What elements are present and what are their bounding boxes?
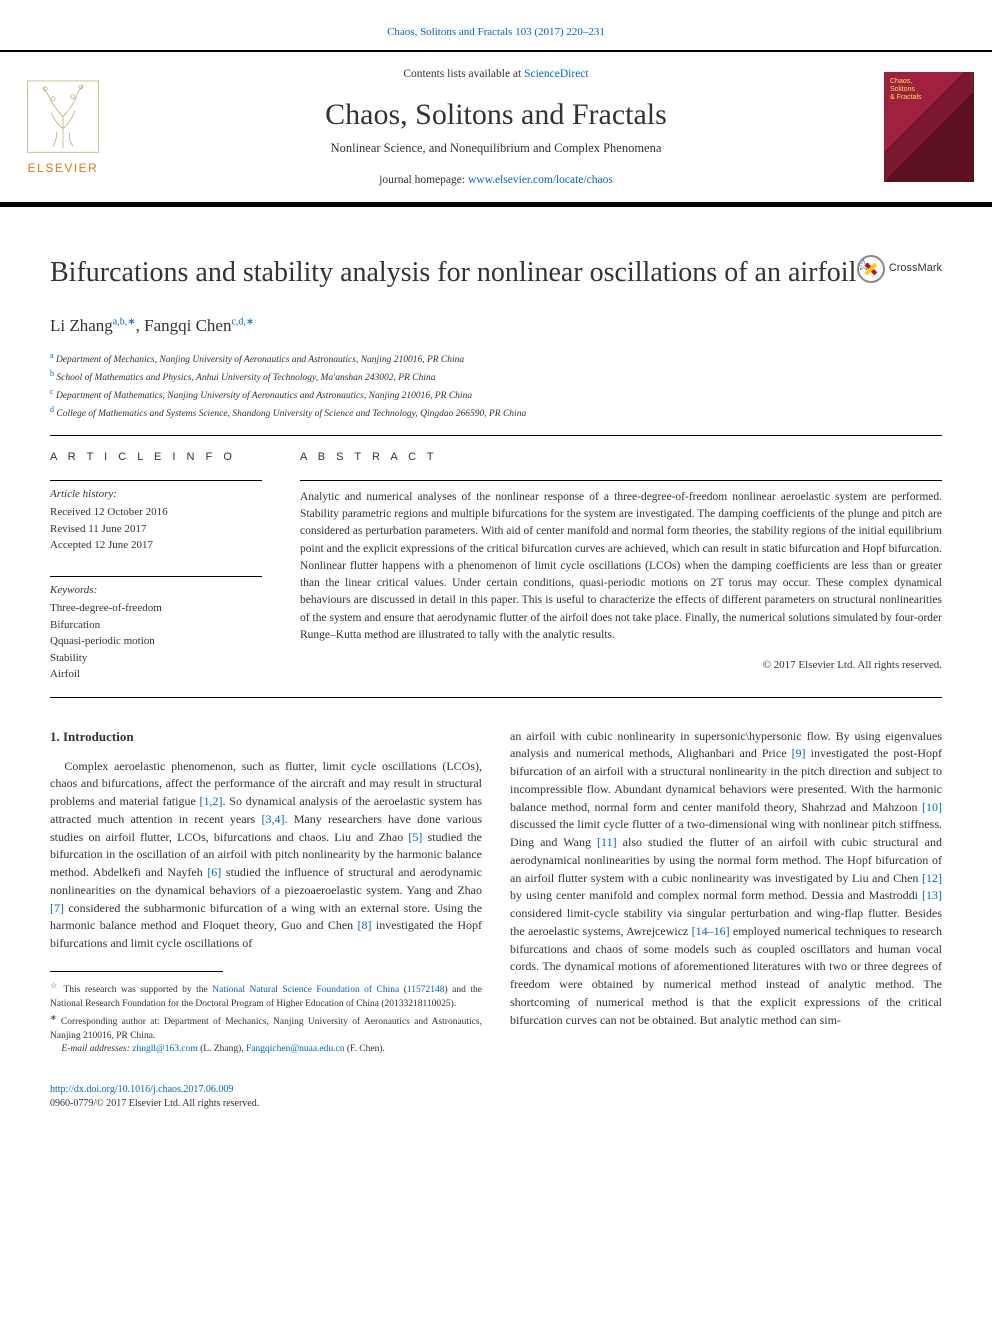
authors: Li Zhanga,b,∗, Fangqi Chenc,d,∗ [0,300,992,346]
affiliation-d: d College of Mathematics and Systems Sci… [50,404,942,422]
keyword: Three-degree-of-freedom [50,600,262,617]
contents-line: Contents lists available at ScienceDirec… [120,66,872,82]
article-title: Bifurcations and stability analysis for … [50,255,942,290]
email-1-suffix: (L. Zhang), [198,1044,246,1054]
elsevier-tree-icon [23,77,103,156]
keyword: Stability [50,650,262,667]
crossmark-badge[interactable]: CrossMark [857,255,942,283]
body-column-left: 1. Introduction Complex aeroelastic phen… [50,728,482,1058]
journal-cover-thumbnail: Chaos,Solitons& Fractals [884,72,974,182]
funding-symbol: ☆ [50,981,59,990]
keyword: Qquasi-periodic motion [50,633,262,650]
info-abstract-row: A R T I C L E I N F O Article history: R… [0,436,992,696]
author-2-affil[interactable]: c,d,∗ [231,316,254,327]
banner-center: Contents lists available at ScienceDirec… [108,66,884,188]
footnote-funding: ☆ This research was supported by the Nat… [50,980,482,1012]
abstract-body: Analytic and numerical analyses of the n… [300,480,942,644]
author-2: Fangqi Chen [144,316,231,335]
funding-agency-link[interactable]: National Natural Science Foundation of C… [212,985,399,995]
funding-text-2: ( [399,985,407,995]
keywords-label: Keywords: [50,576,262,598]
homepage-line: journal homepage: www.elsevier.com/locat… [120,172,872,188]
sciencedirect-link[interactable]: ScienceDirect [524,68,589,80]
citation-link[interactable]: Chaos, Solitons and Fractals 103 (2017) … [387,26,605,38]
footer: http://dx.doi.org/10.1016/j.chaos.2017.0… [0,1073,992,1137]
email-link-2[interactable]: Fangqichen@nuaa.edu.cn [246,1044,344,1054]
footnote-corresponding: ∗ Corresponding author at: Department of… [50,1012,482,1044]
email-label: E-mail addresses: [61,1044,132,1054]
publisher-name: ELSEVIER [28,160,99,177]
history-accepted: Accepted 12 June 2017 [50,537,262,554]
title-section: CrossMark Bifurcations and stability ana… [0,207,992,300]
keyword: Bifurcation [50,617,262,634]
body-column-right: an airfoil with cubic nonlinearity in su… [510,728,942,1058]
article-title-text: Bifurcations and stability analysis for … [50,257,856,288]
affiliation-b: b School of Mathematics and Physics, Anh… [50,368,942,386]
journal-banner: ELSEVIER Contents lists available at Sci… [0,50,992,207]
intro-paragraph-right: an airfoil with cubic nonlinearity in su… [510,728,942,1030]
abstract: A B S T R A C T Analytic and numerical a… [280,436,942,696]
history-revised: Revised 11 June 2017 [50,521,262,538]
author-1-affil[interactable]: a,b,∗ [113,316,136,327]
keyword: Airfoil [50,666,262,683]
affiliations: a Department of Mechanics, Nanjing Unive… [0,346,992,436]
journal-subtitle: Nonlinear Science, and Nonequilibrium an… [120,140,872,158]
footnotes-separator [50,971,223,972]
grant-link[interactable]: 11572148 [407,985,445,995]
footnote-emails: E-mail addresses: zhngll@163.com (L. Zha… [50,1043,482,1057]
author-1: Li Zhang [50,316,113,335]
history-received: Received 12 October 2016 [50,504,262,521]
homepage-prefix: journal homepage: [379,174,468,186]
doi-link[interactable]: http://dx.doi.org/10.1016/j.chaos.2017.0… [50,1084,233,1095]
body-columns: 1. Introduction Complex aeroelastic phen… [0,698,992,1074]
author-sep: , [136,316,145,335]
cover-thumb-text: Chaos,Solitons& Fractals [890,78,922,101]
section-1-heading: 1. Introduction [50,728,482,746]
crossmark-icon [857,255,885,283]
email-link-1[interactable]: zhngll@163.com [132,1044,197,1054]
homepage-link[interactable]: www.elsevier.com/locate/chaos [468,174,613,186]
journal-name: Chaos, Solitons and Fractals [120,94,872,136]
crossmark-label: CrossMark [889,261,942,276]
header-citation: Chaos, Solitons and Fractals 103 (2017) … [0,0,992,50]
issn-copyright: 0960-0779/© 2017 Elsevier Ltd. All right… [50,1098,259,1109]
intro-paragraph-left: Complex aeroelastic phenomenon, such as … [50,758,482,953]
corr-symbol: ∗ [50,1013,57,1022]
article-info: A R T I C L E I N F O Article history: R… [50,436,280,696]
abstract-copyright: © 2017 Elsevier Ltd. All rights reserved… [300,658,942,673]
funding-text-1: This research was supported by the [59,985,212,995]
publisher-logo: ELSEVIER [18,77,108,177]
corr-text: Corresponding author at: Department of M… [50,1017,482,1041]
article-info-heading: A R T I C L E I N F O [50,450,262,465]
history-label: Article history: [50,480,262,502]
email-2-suffix: (F. Chen). [344,1044,384,1054]
contents-prefix: Contents lists available at [403,68,524,80]
affiliation-c: c Department of Mathematics, Nanjing Uni… [50,386,942,404]
abstract-heading: A B S T R A C T [300,450,942,465]
affiliation-a: a Department of Mechanics, Nanjing Unive… [50,350,942,368]
